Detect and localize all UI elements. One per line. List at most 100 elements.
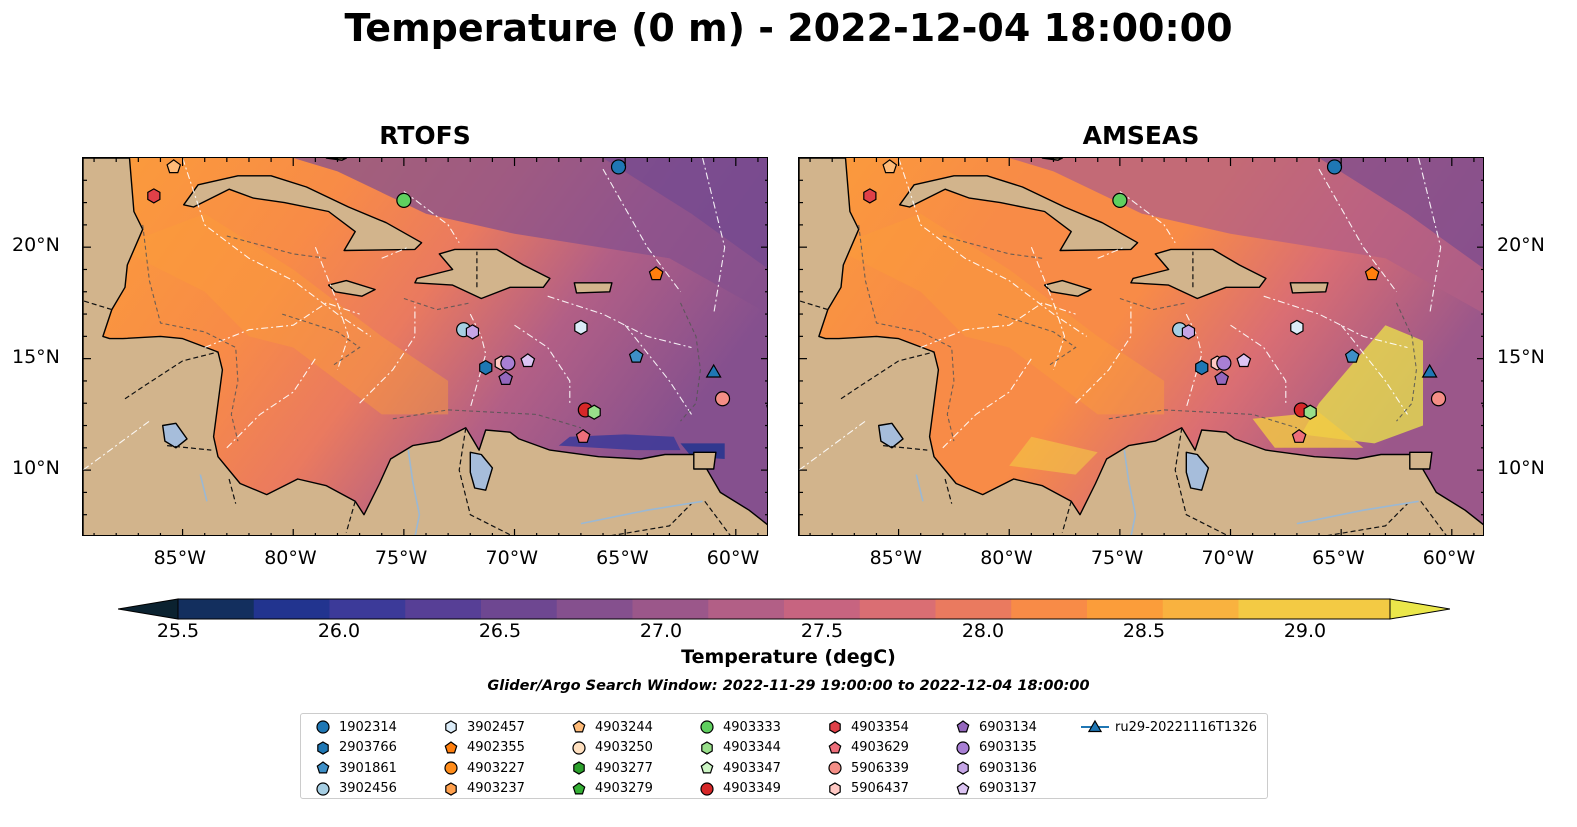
marker-ru29-20221116T1326[interactable]: [705, 363, 722, 378]
legend-item-label: ru29-20221116T1326: [1115, 719, 1258, 735]
marker-3902457[interactable]: [574, 319, 588, 336]
legend-marker-icon[interactable]: [316, 781, 330, 796]
marker-5906339[interactable]: [714, 391, 731, 407]
legend-marker-icon[interactable]: [700, 761, 714, 774]
colorbar-segment: [1162, 599, 1239, 619]
lon-tick-label: 60°W: [706, 547, 760, 569]
legend-marker-icon[interactable]: [700, 781, 714, 796]
legend-marker-icon[interactable]: [444, 740, 458, 753]
lat-tick-label-left: 15°N: [12, 345, 60, 368]
legend-marker-icon: [700, 781, 714, 796]
marker-4903344[interactable]: [587, 404, 601, 420]
legend-item: 4902355: [441, 738, 525, 758]
marker-4903244[interactable]: [166, 159, 182, 174]
legend-item-label: 4903237: [467, 781, 525, 796]
country-border: [124, 351, 219, 400]
legend-marker-icon[interactable]: [572, 720, 586, 733]
marker-4903629[interactable]: [1291, 428, 1307, 443]
country-border: [799, 300, 828, 311]
marker-ru29-20221116T1326[interactable]: [1421, 363, 1438, 378]
lake-lake: [469, 451, 494, 491]
marker-4903333[interactable]: [1112, 192, 1128, 208]
marker-4902355[interactable]: [648, 266, 664, 281]
eez-boundary: [1230, 324, 1287, 404]
legend-item: 6903134: [953, 717, 1037, 737]
legend-marker-icon[interactable]: [445, 720, 457, 734]
marker-6903134[interactable]: [498, 370, 514, 385]
legend-marker-icon[interactable]: [956, 740, 970, 755]
marker-4902355[interactable]: [1364, 266, 1380, 281]
legend-marker-icon[interactable]: [445, 781, 457, 796]
country-border: [228, 478, 237, 504]
map-panel-amseas[interactable]: [798, 157, 1484, 536]
legend-marker-icon: [1081, 719, 1109, 733]
colorbar-tick-label: 25.5: [156, 620, 200, 642]
marker-2903766[interactable]: [479, 359, 493, 376]
colorbar-tick-label: 28.5: [1122, 620, 1166, 642]
isobath-1000m: [1119, 297, 1187, 311]
legend-marker-icon: [829, 720, 841, 734]
eez-boundary: [942, 358, 1032, 449]
marker-6903137[interactable]: [520, 353, 536, 368]
land-trinidad: [693, 451, 717, 470]
legend-item-label: 4903354: [851, 719, 909, 735]
marker-6903135[interactable]: [500, 355, 516, 371]
colorbar-segment: [481, 599, 558, 619]
atlantic-band: [293, 158, 767, 313]
legend-marker-icon[interactable]: [700, 720, 714, 734]
land-bahamas1: [1041, 158, 1063, 161]
legend-marker-icon[interactable]: [316, 761, 330, 774]
marker-1902314[interactable]: [610, 159, 627, 175]
legend-marker-icon[interactable]: [829, 720, 841, 734]
legend-marker-icon: [828, 740, 842, 753]
legend-item-label: 4903347: [723, 760, 781, 776]
map-panel-rtofs[interactable]: [82, 157, 768, 536]
marker-6903137[interactable]: [1236, 353, 1252, 368]
lon-tick-label: 70°W: [1201, 547, 1254, 569]
legend-marker-icon[interactable]: [828, 740, 842, 753]
marker-4903347[interactable]: [766, 401, 768, 414]
legend-marker-icon[interactable]: [316, 720, 330, 734]
legend-item: 4903354: [825, 717, 909, 737]
legend-marker-icon[interactable]: [444, 761, 458, 775]
marker-4903344[interactable]: [1303, 404, 1317, 420]
marker-4903347[interactable]: [1482, 401, 1484, 414]
legend-marker-icon[interactable]: [828, 761, 842, 775]
legend-item: 4903277: [569, 758, 653, 778]
legend-marker-icon[interactable]: [1087, 719, 1103, 733]
marker-5906339[interactable]: [1430, 391, 1447, 407]
lon-tick-label: 85°W: [153, 547, 207, 569]
colorbar-segment: [1011, 599, 1088, 619]
marker-4903354[interactable]: [863, 188, 877, 204]
legend-marker-icon[interactable]: [572, 740, 586, 755]
legend-marker-icon[interactable]: [956, 720, 970, 733]
marker-4903629[interactable]: [575, 428, 591, 443]
marker-1902314[interactable]: [1326, 159, 1343, 175]
marker-6903136[interactable]: [465, 324, 480, 340]
marker-6903136[interactable]: [1181, 324, 1196, 340]
marker-3901861[interactable]: [1344, 348, 1360, 363]
legend-marker-icon[interactable]: [701, 740, 713, 755]
legend-marker-icon[interactable]: [317, 740, 329, 755]
legend-marker-icon[interactable]: [956, 781, 970, 794]
legend-marker-icon[interactable]: [957, 761, 969, 775]
marker-4903244[interactable]: [882, 159, 898, 174]
marker-6903134[interactable]: [1214, 370, 1230, 385]
marker-2903766[interactable]: [1195, 359, 1209, 376]
eez-boundary: [514, 324, 571, 404]
marker-4903333[interactable]: [396, 192, 412, 208]
marker-4903354[interactable]: [147, 188, 161, 204]
marker-3902457[interactable]: [1290, 319, 1304, 336]
eez-boundary: [403, 190, 460, 243]
isobath-1000m: [858, 224, 955, 442]
legend-marker-icon[interactable]: [572, 781, 586, 794]
legend-marker-icon[interactable]: [829, 781, 841, 796]
atlantic-band: [1009, 158, 1483, 313]
marker-6903135[interactable]: [1216, 355, 1232, 371]
legend-marker-icon: [700, 720, 714, 734]
land-bahamas1: [325, 158, 347, 161]
eez-boundary: [602, 168, 681, 293]
legend-marker-icon: [572, 781, 586, 794]
marker-3901861[interactable]: [628, 348, 644, 363]
legend-marker-icon[interactable]: [573, 761, 585, 775]
